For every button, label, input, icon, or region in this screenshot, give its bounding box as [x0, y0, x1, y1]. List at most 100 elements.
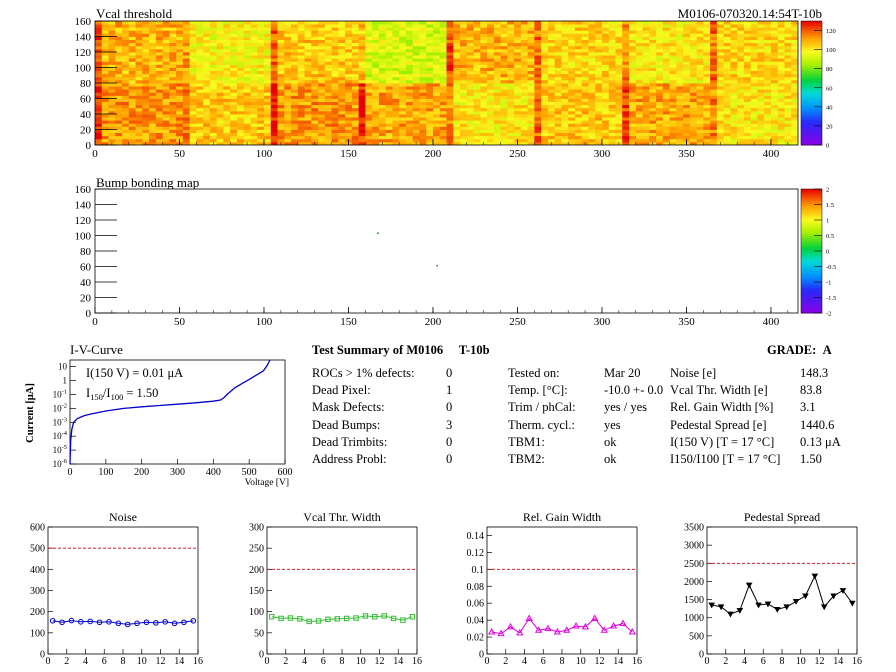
trend-x-tick-label: 0	[705, 656, 710, 667]
threshold-cell	[764, 42, 772, 47]
threshold-cell	[784, 132, 792, 137]
threshold-cell	[737, 120, 745, 124]
trend-point	[736, 608, 744, 614]
threshold-cell	[250, 89, 258, 93]
threshold-cell	[629, 36, 637, 40]
summary-right-value: 83.8	[800, 383, 822, 398]
threshold-cell	[284, 61, 292, 65]
threshold-cell	[737, 30, 745, 34]
threshold-cell	[122, 138, 130, 143]
threshold-cell	[723, 110, 731, 115]
threshold-cell	[176, 114, 184, 118]
threshold-cell	[318, 70, 326, 75]
threshold-cell	[284, 21, 292, 25]
threshold-cell	[500, 98, 508, 102]
threshold-cell	[703, 89, 711, 93]
threshold-cell	[716, 33, 725, 37]
threshold-cell	[615, 67, 623, 71]
threshold-cell	[345, 70, 353, 75]
threshold-cell	[324, 135, 332, 140]
threshold-cell	[541, 58, 549, 62]
threshold-cell	[122, 126, 130, 130]
threshold-cell	[446, 76, 454, 81]
threshold-cell	[629, 48, 637, 53]
threshold-cell	[236, 89, 245, 93]
threshold-cell	[149, 21, 157, 25]
trend-x-tick-label: 8	[780, 656, 785, 667]
threshold-cell	[615, 98, 623, 102]
threshold-cell	[750, 117, 758, 121]
threshold-cell	[574, 30, 583, 34]
threshold-cell	[189, 107, 197, 112]
threshold-cell	[541, 76, 549, 81]
threshold-cell	[162, 107, 170, 112]
color-scale-band	[801, 45, 822, 49]
threshold-cell	[385, 126, 393, 130]
threshold-cell	[419, 123, 427, 127]
threshold-cell	[203, 117, 211, 121]
threshold-cell	[554, 114, 562, 118]
threshold-cell	[405, 104, 414, 109]
threshold-cell	[446, 135, 454, 140]
threshold-cell	[162, 132, 170, 137]
threshold-cell	[683, 52, 691, 56]
threshold-cell	[108, 107, 116, 112]
threshold-cell	[243, 73, 251, 78]
threshold-cell	[534, 45, 542, 50]
threshold-cell	[243, 104, 251, 109]
threshold-cell	[169, 126, 177, 130]
threshold-cell	[750, 48, 758, 53]
threshold-cell	[784, 64, 792, 68]
threshold-cell	[155, 73, 163, 78]
threshold-cell	[473, 110, 481, 115]
threshold-cell	[331, 39, 339, 44]
threshold-cell	[392, 24, 400, 28]
threshold-cell	[473, 30, 481, 34]
threshold-cell	[182, 83, 191, 87]
threshold-cell	[155, 98, 163, 102]
threshold-cell	[297, 117, 305, 121]
threshold-cell	[601, 42, 610, 47]
threshold-cell	[196, 86, 204, 90]
threshold-cell	[385, 21, 393, 25]
threshold-cell	[101, 92, 109, 96]
threshold-cell	[500, 64, 508, 68]
threshold-cell	[385, 138, 393, 143]
threshold-cell	[291, 70, 299, 75]
threshold-cell	[297, 95, 305, 99]
trend-y-tick-label: 0	[479, 650, 484, 661]
threshold-cell	[595, 76, 603, 81]
threshold-cell	[101, 135, 109, 140]
threshold-cell	[710, 117, 718, 121]
threshold-cell	[595, 126, 603, 130]
threshold-cell	[101, 120, 109, 124]
threshold-cell	[412, 30, 420, 34]
threshold-cell	[358, 141, 366, 145]
threshold-cell	[750, 135, 758, 140]
threshold-cell	[257, 86, 265, 90]
threshold-cell	[122, 33, 130, 37]
threshold-cell	[574, 135, 583, 140]
threshold-cell	[460, 141, 468, 145]
threshold-cell	[743, 101, 752, 106]
threshold-cell	[108, 86, 116, 90]
threshold-cell	[480, 114, 488, 118]
threshold-cell	[331, 104, 339, 109]
threshold-cell	[128, 123, 136, 127]
threshold-cell	[791, 73, 798, 78]
threshold-cell	[270, 132, 278, 137]
threshold-cell	[480, 120, 488, 124]
threshold-cell	[392, 89, 400, 93]
threshold-cell	[622, 104, 630, 109]
threshold-cell	[696, 98, 704, 102]
threshold-cell	[473, 92, 481, 96]
summary-right-value: 1440.6	[800, 417, 835, 432]
threshold-cell	[216, 42, 224, 47]
threshold-cell	[257, 120, 265, 124]
threshold-cell	[642, 117, 650, 121]
threshold-cell	[460, 58, 468, 62]
threshold-cell	[656, 21, 664, 25]
threshold-cell	[243, 123, 251, 127]
threshold-cell	[405, 98, 414, 102]
threshold-cell	[351, 92, 360, 96]
